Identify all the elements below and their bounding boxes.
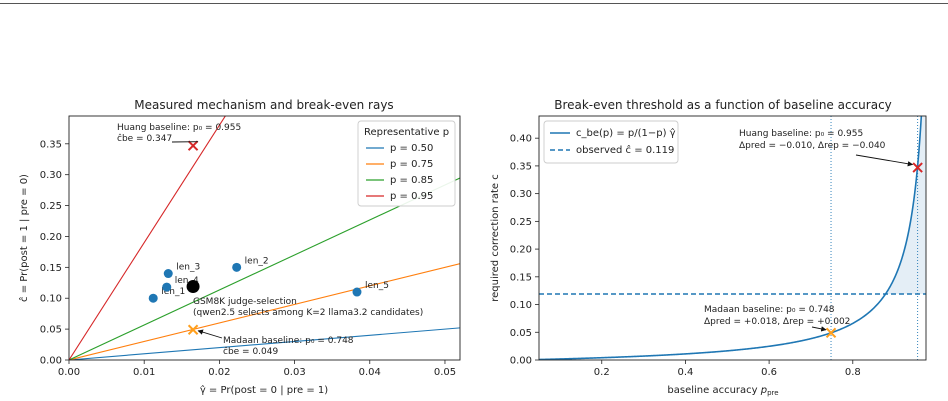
baseline-annotation-arrow <box>855 154 914 167</box>
right-legend-box <box>543 120 679 164</box>
left-chart-title: Measured mechanism and break-even rays <box>134 98 393 112</box>
break-even-ray-2 <box>69 177 460 360</box>
data-point-len-1 <box>148 293 158 303</box>
highlight-label-line2: (qwen2.5 selects among K=2 llama3.2 cand… <box>193 308 423 318</box>
baseline-cross-marker <box>912 162 923 173</box>
left-y-axis-label: ĉ = Pr(post = 1 | pre = 0) <box>18 174 30 302</box>
baseline-annotation-arrow <box>811 326 827 332</box>
left-y-tick-label: 0.15 <box>40 263 62 274</box>
data-point-label: len_3 <box>176 263 200 273</box>
left-x-tick-label: 0.01 <box>133 367 155 378</box>
left-plot-frame <box>68 115 461 361</box>
break-even-ray-0 <box>69 327 460 360</box>
right-curve-group <box>539 116 926 360</box>
right-y-tick-label: 0.40 <box>510 134 532 145</box>
baseline-annotation-line1: Madaan baseline: p₀ = 0.748 <box>223 336 354 346</box>
baseline-annotation-arrow <box>197 329 223 339</box>
left-y-tick-label: 0.00 <box>40 356 62 367</box>
break-even-ray-3 <box>69 116 226 360</box>
data-point-label: len_5 <box>365 281 389 291</box>
right-plot-area: 0.2 0.4 0.6 0.8 0.00 0.05 0.10 0.15 0.20 0.25 0.30… <box>510 115 927 378</box>
baseline-annotation-line1: Huang baseline: p₀ = 0.955 <box>117 123 241 133</box>
left-legend-label: p = 0.75 <box>390 159 433 170</box>
left-chart: Measured mechanism and break-even rays 0… <box>18 98 461 396</box>
right-legend-label: observed ĉ = 0.119 <box>576 144 674 156</box>
top-divider <box>0 3 948 4</box>
left-y-tick-label: 0.05 <box>40 325 62 336</box>
data-point-len-4 <box>162 282 172 292</box>
data-point-label: len_4 <box>175 276 199 286</box>
data-point-len-2 <box>232 262 242 272</box>
baseline-annotation-line1: Madaan baseline: p₀ = 0.748 <box>704 305 835 315</box>
break-even-curve <box>539 116 923 360</box>
left-legend-label: p = 0.95 <box>390 191 433 202</box>
left-rays-group <box>69 116 460 360</box>
baseline-cross-marker <box>187 140 199 151</box>
left-x-tick-label: 0.05 <box>434 367 456 378</box>
left-x-tick-label: 0.00 <box>58 367 80 378</box>
baseline-annotation-line2: Δpred = +0.018, Δrep = +0.002 <box>704 317 850 327</box>
right-y-tick-label: 0.20 <box>510 245 532 256</box>
left-legend-label: p = 0.50 <box>390 143 433 154</box>
data-point-len-3 <box>163 269 173 279</box>
data-point-label: len_1 <box>161 287 185 297</box>
left-legend-label: p = 0.85 <box>390 175 433 186</box>
data-point-label: len_2 <box>245 256 269 266</box>
right-y-tick-label: 0.10 <box>510 300 532 311</box>
left-x-tick-label: 0.03 <box>283 367 305 378</box>
baseline-annotation-line1: Huang baseline: p₀ = 0.955 <box>739 129 863 139</box>
left-x-tick-label: 0.02 <box>208 367 230 378</box>
right-x-axis-label: baseline accuracy ppre <box>667 385 778 397</box>
left-legend-title: Representative p <box>364 127 449 138</box>
right-y-axis-label: required correction rate c <box>490 174 501 302</box>
left-plot-area: 0.00 0.01 0.02 0.03 0.04 0.05 0.00 0.05 0.10 0.15… <box>40 115 461 378</box>
right-x-tick-label: 0.4 <box>677 367 693 378</box>
right-legend-label: c_be(p) = p/(1−p) γ̂ <box>576 127 676 139</box>
left-y-tick-label: 0.10 <box>40 294 62 305</box>
right-y-tick-label: 0.35 <box>510 161 532 172</box>
right-y-tick-label: 0.25 <box>510 217 532 228</box>
highlight-point <box>186 279 200 293</box>
baseline-cross-marker <box>825 327 837 339</box>
break-even-ray-1 <box>69 263 460 360</box>
right-y-tick-label: 0.00 <box>510 356 532 367</box>
right-x-tick-label: 0.8 <box>845 367 861 378</box>
baseline-annotation-line2: Δpred = −0.010, Δrep = −0.040 <box>739 141 886 151</box>
left-x-tick-label: 0.04 <box>359 367 381 378</box>
left-y-tick-label: 0.35 <box>40 139 62 150</box>
left-x-axis-label: γ̂ = Pr(post = 0 | pre = 1) <box>200 384 328 396</box>
feasible-region-shading <box>885 116 926 295</box>
right-x-tick-label: 0.6 <box>761 367 777 378</box>
baseline-cross-marker <box>187 324 199 335</box>
left-y-tick-label: 0.25 <box>40 201 62 212</box>
right-chart-title: Break-even threshold as a function of ba… <box>554 98 892 112</box>
left-y-tick-label: 0.20 <box>40 232 62 243</box>
right-plot-frame <box>538 115 927 361</box>
left-legend-box <box>357 120 456 207</box>
right-x-tick-label: 0.2 <box>594 367 610 378</box>
highlight-label-line1: GSM8K judge-selection <box>193 297 297 307</box>
baseline-annotation-line2: ĉbe = 0.049 <box>223 346 279 357</box>
baseline-annotation-line2: ĉbe = 0.347 <box>117 133 172 144</box>
right-y-tick-label: 0.15 <box>510 272 532 283</box>
data-point-len-5 <box>352 287 362 297</box>
baseline-cross-marker <box>825 327 837 339</box>
right-y-tick-label: 0.05 <box>510 328 532 339</box>
baseline-cross-marker <box>912 162 923 173</box>
right-y-tick-label: 0.30 <box>510 189 532 200</box>
left-y-tick-label: 0.30 <box>40 170 62 181</box>
